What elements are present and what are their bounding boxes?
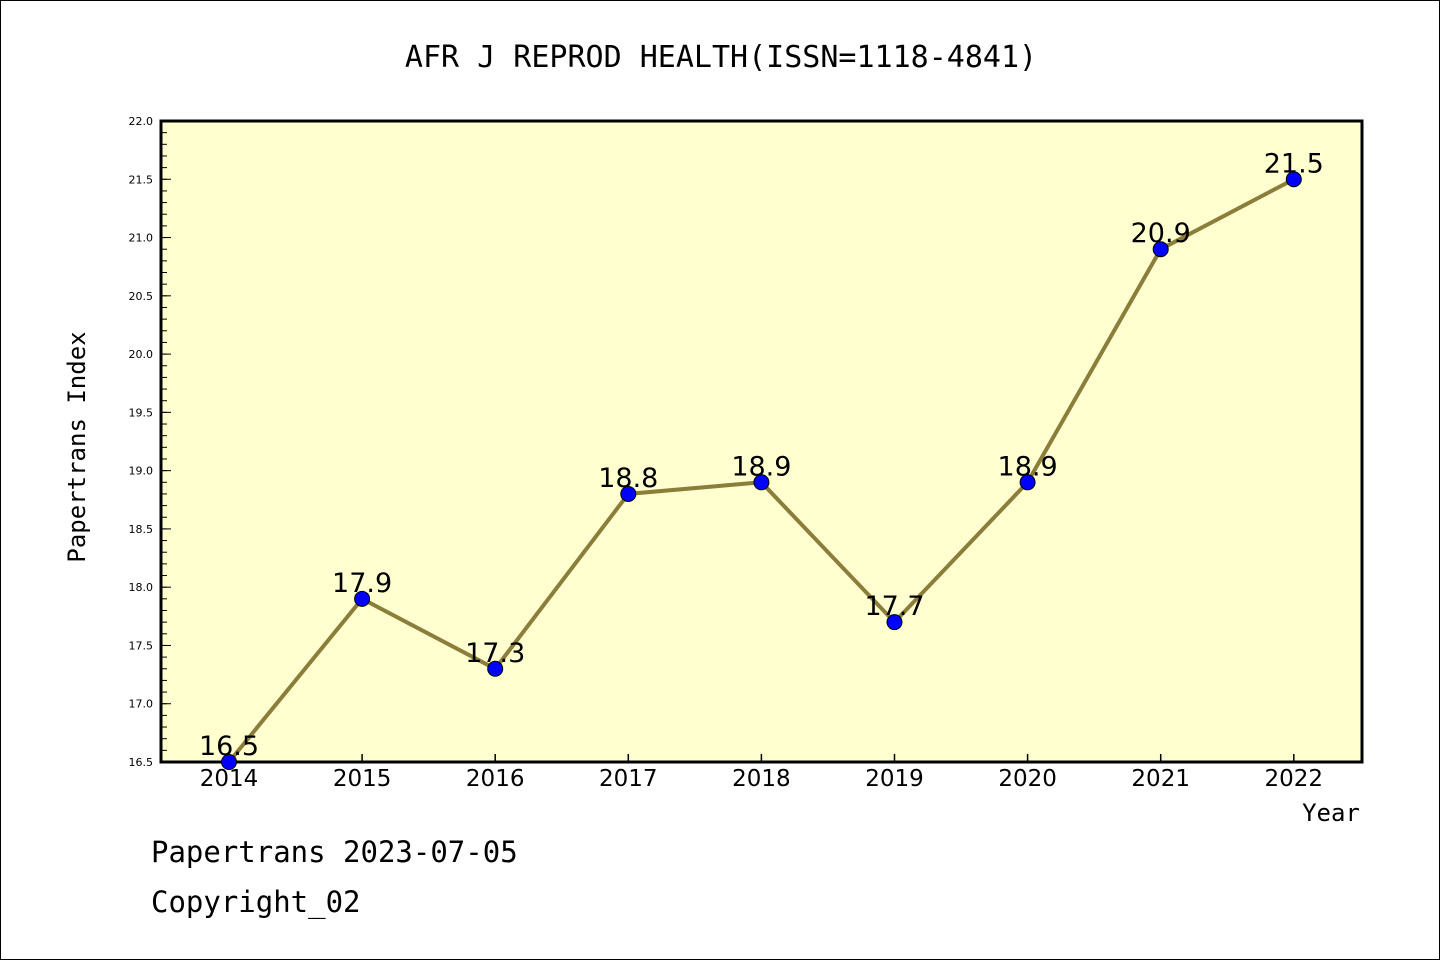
y-tick-label: 17.0: [129, 698, 154, 711]
x-tick-label: 2020: [998, 766, 1057, 792]
data-label: 18.8: [598, 463, 658, 494]
data-point: [753, 474, 770, 491]
data-point: [221, 754, 237, 770]
x-tick-label: 2017: [599, 766, 658, 792]
data-label: 18.9: [998, 451, 1058, 482]
x-tick-label: 2018: [732, 766, 791, 792]
y-tick-label: 21.5: [129, 173, 154, 186]
data-label: 17.9: [332, 568, 392, 599]
y-tick-label: 20.0: [129, 348, 154, 361]
y-axis-ticks: 16.5 17.0 17.5 18.0 18.5 19.0 19.5 20.0 20.5 21.0…: [129, 115, 171, 769]
x-tick-label: 2015: [333, 766, 392, 792]
data-point: [1019, 474, 1036, 491]
data-markers: [221, 171, 1302, 770]
y-tick-label: 16.5: [129, 756, 154, 769]
data-label: 17.7: [864, 591, 924, 622]
data-labels: 16.5 17.9 17.3 18.8 18.9 17.7 18.9 20.9 21.5: [199, 148, 1324, 762]
x-axis-label: Year: [1302, 799, 1360, 827]
y-tick-label: 17.5: [129, 639, 154, 652]
y-tick-label: 18.5: [129, 523, 154, 536]
y-tick-label: 21.0: [129, 232, 154, 245]
chart-title: AFR J REPROD HEALTH(ISSN=1118-4841): [405, 40, 1037, 75]
data-point: [1152, 241, 1169, 258]
data-point: [886, 614, 903, 631]
y-tick-label: 19.5: [129, 406, 154, 419]
y-tick-label: 18.0: [129, 581, 154, 594]
x-tick-label: 2022: [1265, 766, 1324, 792]
plot-area: [159, 119, 1364, 764]
data-point: [487, 660, 504, 677]
x-axis-ticks: 2014 2015 2016 2017 2018 2019 2020 2021 2022: [200, 754, 1323, 792]
x-tick-label: 2021: [1131, 766, 1190, 792]
footer-date: Papertrans 2023-07-05: [151, 835, 518, 869]
footer-copyright: Copyright_02: [151, 885, 361, 919]
y-tick-label: 20.5: [129, 290, 154, 303]
y-tick-label: 19.0: [129, 465, 154, 478]
data-label: 21.5: [1264, 148, 1324, 179]
data-label: 17.3: [465, 638, 525, 669]
data-point: [620, 485, 637, 502]
x-tick-label: 2014: [200, 766, 259, 792]
y-tick-label: 22.0: [129, 115, 154, 128]
y-axis-label: Papertrans Index: [63, 331, 91, 562]
data-point: [354, 590, 371, 607]
data-point: [1285, 171, 1302, 188]
data-label: 20.9: [1131, 218, 1191, 249]
data-label: 16.5: [199, 731, 259, 762]
x-tick-label: 2016: [466, 766, 525, 792]
data-label: 18.9: [731, 451, 791, 482]
x-tick-label: 2019: [865, 766, 924, 792]
